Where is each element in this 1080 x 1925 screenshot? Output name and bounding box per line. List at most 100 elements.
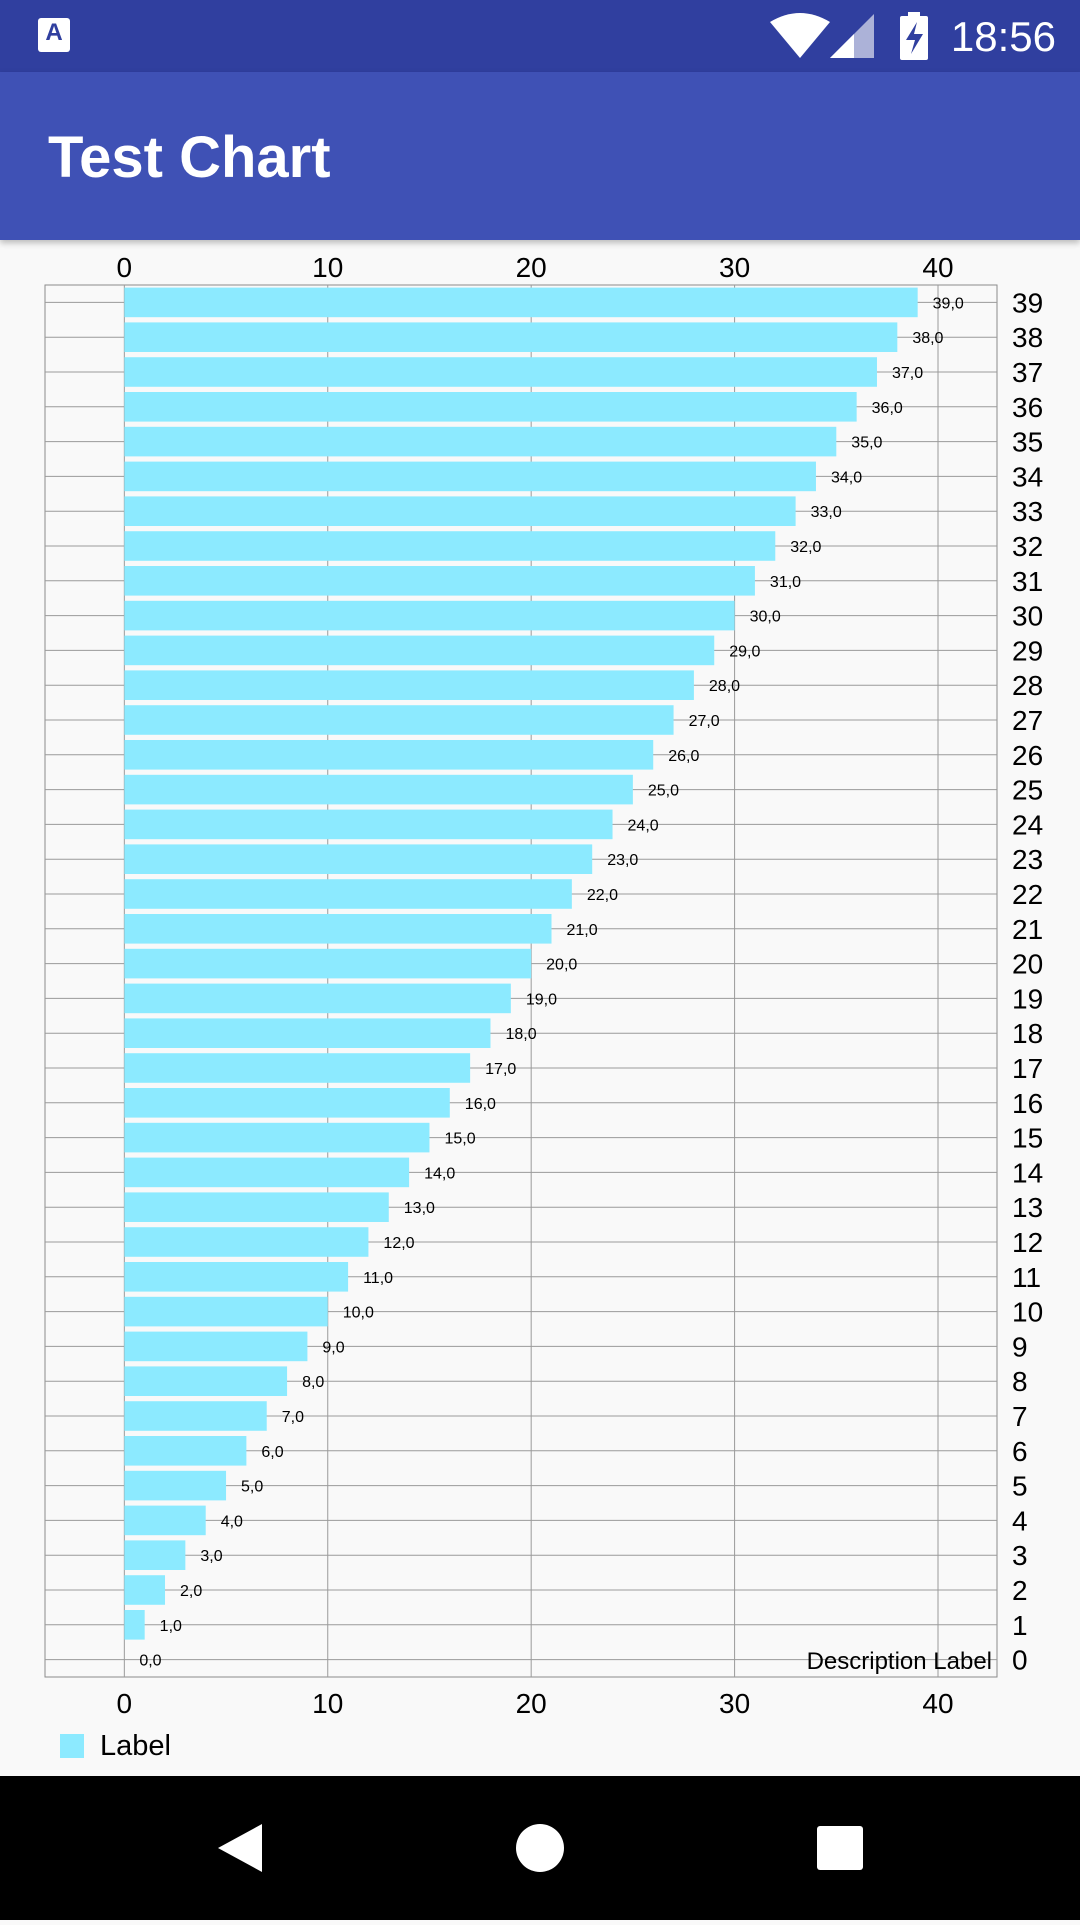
bar-value-label: 29,0 [729,643,760,660]
y-tick-label: 12 [1012,1227,1043,1258]
bar-value-label: 8,0 [302,1374,324,1391]
bar [124,1366,288,1396]
y-tick-label: 37 [1012,357,1043,388]
bar-value-label: 21,0 [567,922,598,939]
bar [124,774,633,805]
y-tick-label: 27 [1012,705,1043,736]
bar [124,496,796,526]
bar [124,1540,186,1570]
bar [124,809,613,840]
bar-value-label: 24,0 [628,817,659,834]
y-tick-label: 19 [1012,983,1043,1014]
back-icon [218,1824,262,1872]
bar [124,392,857,422]
bar-value-label: 3,0 [200,1548,222,1565]
bar [124,1505,206,1536]
x-tick-label-top: 0 [117,252,133,283]
y-tick-label: 33 [1012,496,1043,527]
y-tick-label: 26 [1012,740,1043,771]
y-tick-label: 25 [1012,775,1043,806]
bar [124,357,877,387]
chart-description: Description Label [807,1648,992,1675]
bar [124,635,715,666]
bar [124,1575,166,1605]
bar-value-label: 6,0 [261,1444,283,1461]
y-tick-label: 10 [1012,1297,1043,1328]
y-tick-label: 17 [1012,1053,1043,1084]
bar [124,287,918,318]
chart-area: 0,0 1,0 2,0 3,0 4,0 5,0 6,0 7,0 8,0 9,0 10,0 11,0 12… [0,240,1080,1776]
bar [124,1018,491,1048]
back-button[interactable] [180,1776,300,1920]
bar [124,1436,247,1466]
bar-value-label: 2,0 [180,1583,202,1600]
bar-value-label: 14,0 [424,1165,455,1182]
bar [124,566,755,596]
y-tick-label: 5 [1012,1471,1028,1502]
nav-bar [0,1776,1080,1920]
y-tick-label: 4 [1012,1505,1028,1536]
y-tick-label: 16 [1012,1088,1043,1119]
x-tick-label-bottom: 20 [516,1688,547,1719]
y-tick-label: 15 [1012,1123,1043,1154]
bar [124,705,674,735]
recents-button[interactable] [780,1776,900,1920]
y-tick-label: 7 [1012,1401,1028,1432]
bar-value-label: 22,0 [587,887,618,904]
x-tick-label-bottom: 0 [117,1688,133,1719]
bar-value-label: 33,0 [811,504,842,521]
bar-value-label: 12,0 [383,1235,414,1252]
bar-value-label: 10,0 [343,1305,374,1322]
y-tick-label: 35 [1012,427,1043,458]
bar [124,740,654,770]
bar [124,1227,369,1257]
x-tick-label-bottom: 10 [312,1688,343,1719]
y-tick-label: 31 [1012,566,1043,597]
bar-value-label: 7,0 [282,1409,304,1426]
bar [124,948,532,979]
y-tick-label: 2 [1012,1575,1028,1606]
bar [124,1157,410,1188]
bar-value-label: 25,0 [648,783,679,800]
bar [124,1470,227,1501]
legend-swatch [60,1734,84,1758]
y-tick-label: 34 [1012,461,1043,492]
bar [124,983,511,1014]
wifi-icon [770,13,830,58]
y-tick-label: 22 [1012,879,1043,910]
y-tick-label: 30 [1012,601,1043,632]
bar-value-label: 19,0 [526,991,557,1008]
x-tick-label-top: 20 [516,252,547,283]
bar-value-label: 39,0 [933,295,964,312]
bar-value-label: 20,0 [546,957,577,974]
x-tick-label-bottom: 40 [922,1688,953,1719]
x-tick-label-bottom: 30 [719,1688,750,1719]
bar-value-label: 11,0 [363,1270,393,1287]
bar [124,844,593,874]
bar [124,461,816,492]
y-tick-label: 39 [1012,287,1043,318]
plot-frame [44,284,998,1678]
bar [124,879,572,909]
y-tick-label: 9 [1012,1331,1028,1362]
x-tick-label-top: 40 [922,252,953,283]
y-tick-label: 13 [1012,1192,1043,1223]
bar-value-label: 4,0 [221,1513,243,1530]
bar [124,1401,267,1431]
bar [124,1296,328,1327]
bar-value-label: 9,0 [322,1339,344,1356]
y-tick-label: 32 [1012,531,1043,562]
bar-value-label: 36,0 [872,400,903,417]
app-notification-icon: A [38,18,70,52]
bar-value-label: 1,0 [160,1618,182,1635]
bar [124,1262,349,1292]
bar-value-label: 18,0 [505,1026,536,1043]
legend: Label [60,1730,171,1762]
bar [124,426,837,457]
y-tick-label: 24 [1012,809,1043,840]
home-button[interactable] [480,1776,600,1920]
legend-label: Label [100,1729,171,1762]
bar-chart: 0,01,02,03,04,05,06,07,08,09,010,011,012… [44,252,1043,1719]
bar-value-label: 38,0 [912,330,943,347]
bar-value-label: 28,0 [709,678,740,695]
